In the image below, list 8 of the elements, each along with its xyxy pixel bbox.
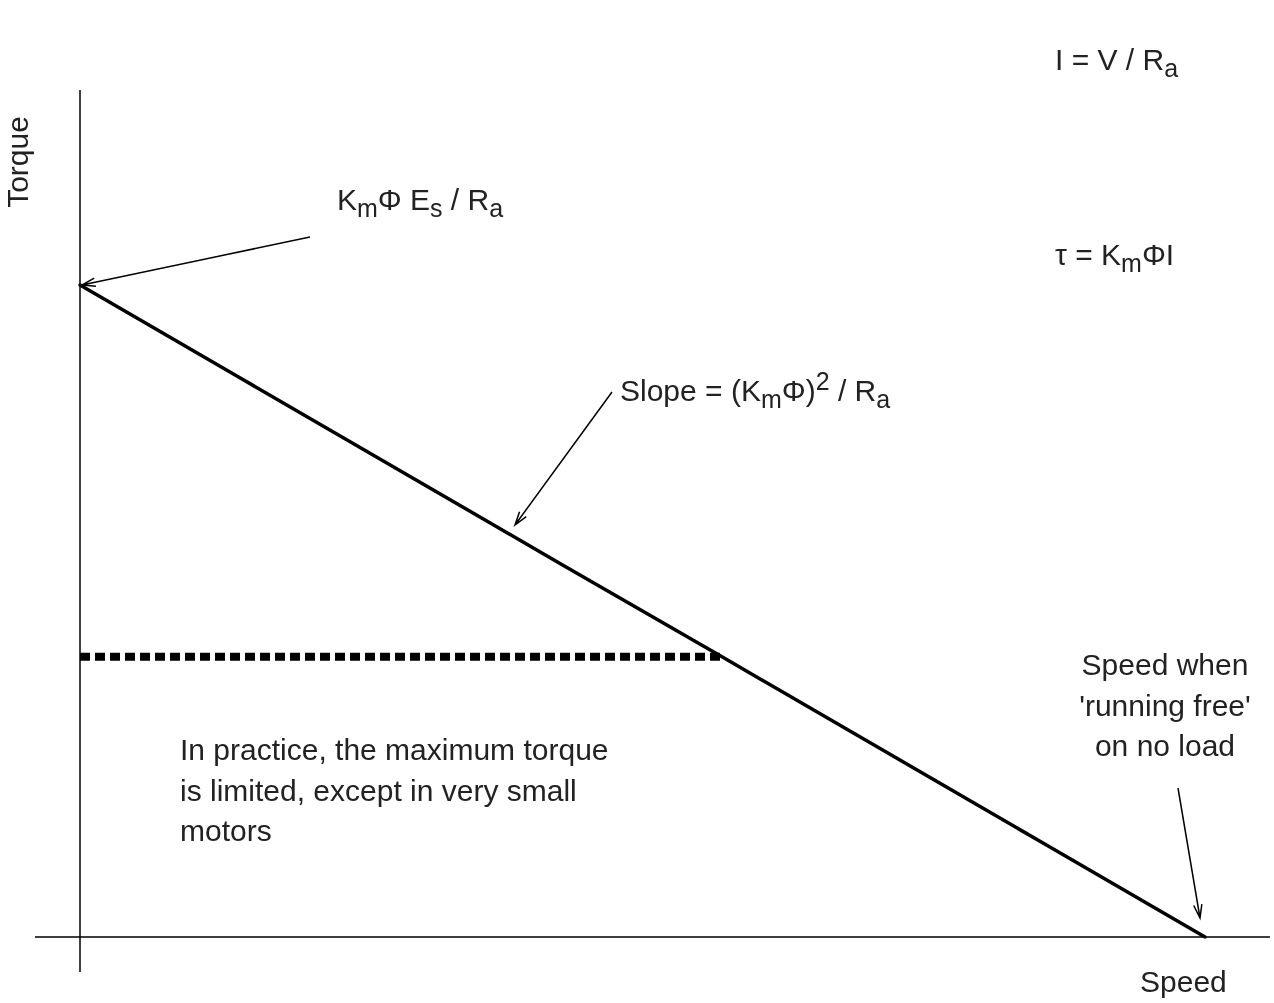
annotation: Slope = (K$_{m}$Φ)$^{2}$ / R$_{a}$ <box>620 366 892 415</box>
y-axis-title: Torque <box>0 116 35 208</box>
annotation: Speed when 'running free' on no load <box>1078 647 1252 764</box>
text: τ = K$_{m}$ΦI <box>1055 237 1176 279</box>
text: K$_{m}$Φ E$_{s}$ / R$_{a}$ <box>335 182 505 224</box>
x-axis-title: Speed <box>1140 965 1227 999</box>
annotation: In practice, the maximum torque is limited, except in very small motors <box>180 732 610 849</box>
text: I = V / R$_{a}$ <box>1055 42 1180 84</box>
